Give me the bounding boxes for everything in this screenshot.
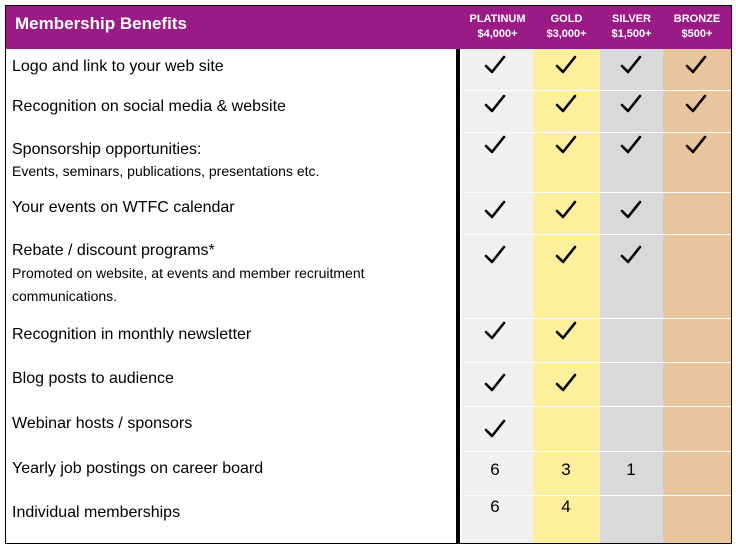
benefit-label: Recognition in monthly newsletter [12,326,252,343]
row-separator [462,495,731,496]
checkmark-icon [484,135,506,154]
tier-price: $4,000+ [477,28,518,40]
tier-header-silver: SILVER $1,500+ [600,6,663,49]
checkmark-icon [620,55,642,74]
benefit-label: Sponsorship opportunities: [12,141,202,158]
column-divider [456,49,460,543]
checkmark-icon [484,419,506,438]
checkmark-icon [685,94,707,113]
checkmark-icon [484,321,506,340]
benefit-value: 6 [490,460,500,479]
row-separator [462,132,731,133]
benefit-sublabel: Promoted on website, at events and membe… [12,265,365,304]
benefit-label: Your events on WTFC calendar [12,199,235,216]
checkmark-icon [620,200,642,219]
row-separator [462,318,731,319]
checkmark-icon [555,55,577,74]
tier-name: BRONZE [673,13,721,25]
benefit-value: 1 [626,460,636,479]
checkmark-icon [685,55,707,74]
checkmark-icon [555,94,577,113]
checkmark-icon [484,55,506,74]
benefit-sublabel: Events, seminars, publications, presenta… [12,163,320,179]
benefit-value: 3 [561,460,571,479]
row-separator [462,406,731,407]
checkmark-icon [620,94,642,113]
benefit-value: 6 [490,497,500,516]
table-header: Membership Benefits PLATINUM $4,000+ GOL… [6,6,731,49]
row-separator [462,192,731,193]
checkmark-icon [484,200,506,219]
tier-price: $500+ [681,28,713,40]
checkmark-icon [620,245,642,264]
tier-name: SILVER [612,13,651,25]
checkmark-icon [555,373,577,392]
benefit-value: 4 [561,497,571,516]
checkmark-icon [484,94,506,113]
row-separator [462,362,731,363]
checkmark-icon [620,135,642,154]
checkmark-icon [555,135,577,154]
benefit-label: Webinar hosts / sponsors [12,415,193,432]
tier-header-gold: GOLD $3,000+ [533,6,600,49]
gold-column [533,49,600,543]
benefit-label: Individual memberships [12,504,181,521]
tier-header-bronze: BRONZE $500+ [663,6,731,49]
benefit-label: Logo and link to your web site [12,58,224,75]
tier-name: GOLD [550,13,583,25]
membership-benefits-table: Membership Benefits PLATINUM $4,000+ GOL… [5,5,732,544]
row-separator [462,90,731,91]
row-separator [462,234,731,235]
bronze-column [663,49,731,543]
benefit-label: Yearly job postings on career board [12,460,264,477]
silver-column [600,49,663,543]
checkmark-icon [555,321,577,340]
checkmark-icon [555,200,577,219]
tier-name: PLATINUM [469,13,526,25]
row-separator [462,451,731,452]
checkmark-icon [484,245,506,264]
benefit-label: Rebate / discount programs* [12,242,215,259]
checkmark-icon [555,245,577,264]
checkmark-icon [685,135,707,154]
tier-header-platinum: PLATINUM $4,000+ [462,6,533,49]
tier-price: $3,000+ [546,28,587,40]
benefit-label: Recognition on social media & website [12,98,286,115]
checkmark-icon [484,373,506,392]
tier-price: $1,500+ [611,28,652,40]
table-title: Membership Benefits [15,14,187,33]
platinum-column [462,49,533,543]
benefit-label: Blog posts to audience [12,370,174,387]
